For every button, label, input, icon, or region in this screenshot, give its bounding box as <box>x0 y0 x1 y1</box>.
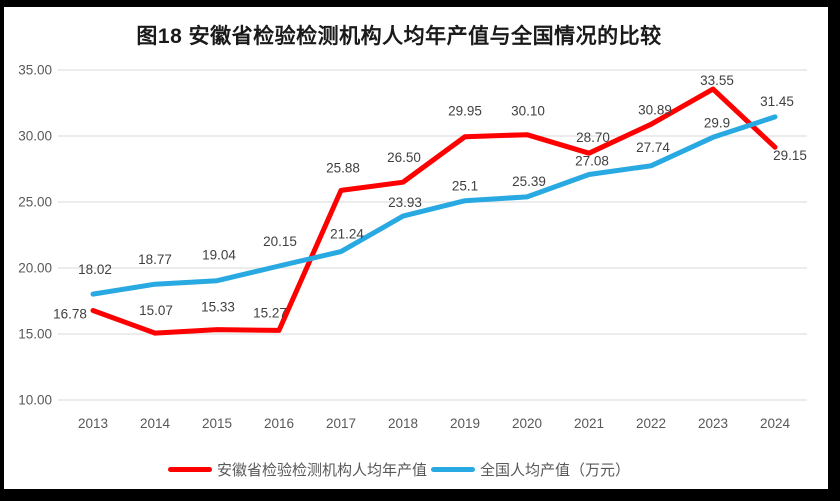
data-label: 15.07 <box>139 303 173 318</box>
data-label: 23.93 <box>388 195 422 210</box>
data-label: 31.45 <box>760 94 794 109</box>
data-label: 27.74 <box>636 140 670 155</box>
y-axis-tick-label: 15.00 <box>18 327 52 342</box>
data-label: 25.1 <box>452 179 478 194</box>
legend-item-national: 全国人均产值（万元） <box>431 459 630 480</box>
legend-label-national: 全国人均产值（万元） <box>480 462 631 479</box>
x-axis-tick-label: 2015 <box>202 416 232 431</box>
x-axis-tick-label: 2023 <box>698 416 728 431</box>
x-axis-tick-label: 2016 <box>264 416 294 431</box>
legend-label-anhui: 安徽省检验检测机构人均年产值 <box>216 462 427 479</box>
data-label: 29.15 <box>773 148 807 163</box>
chart-title: 图18 安徽省检验检测机构人均年产值与全国情况的比较 <box>136 25 662 48</box>
y-axis-tick-label: 10.00 <box>18 393 52 408</box>
y-axis-tick-label: 30.00 <box>18 129 52 144</box>
data-label: 33.55 <box>700 73 734 88</box>
data-label: 29.95 <box>448 104 482 119</box>
y-axis-tick-label: 20.00 <box>18 261 52 276</box>
data-label: 16.78 <box>53 307 87 322</box>
legend-item-anhui: 安徽省检验检测机构人均年产值 <box>167 459 427 480</box>
x-axis-tick-label: 2021 <box>574 416 604 431</box>
data-label: 27.08 <box>575 154 609 169</box>
data-label: 19.04 <box>202 248 236 263</box>
series-line-anhui <box>90 86 778 336</box>
data-label: 30.89 <box>638 102 672 117</box>
data-label: 25.39 <box>512 174 546 189</box>
data-label: 26.50 <box>387 150 421 165</box>
x-axis-tick-label: 2020 <box>512 416 542 431</box>
legend-line-swatch-anhui <box>167 467 212 472</box>
data-label: 30.10 <box>511 104 545 119</box>
x-axis-tick-label: 2013 <box>78 416 108 431</box>
data-label: 20.15 <box>263 234 297 249</box>
line-chart-plot: 10.00 15.00 20.00 25.00 30.00 35.00 2013 2014 20… <box>18 63 807 431</box>
y-axis-tick-label: 25.00 <box>18 195 52 210</box>
legend-line-swatch-national <box>431 467 475 472</box>
x-axis-tick-label: 2018 <box>388 416 418 431</box>
data-label: 15.27 <box>253 305 287 320</box>
series-line-national <box>90 114 778 297</box>
data-label: 18.77 <box>138 252 172 267</box>
chart-legend: 安徽省检验检测机构人均年产值 全国人均产值（万元） <box>4 459 794 480</box>
data-label: 25.88 <box>326 160 360 175</box>
data-label: 28.70 <box>576 130 610 145</box>
data-label: 29.9 <box>704 115 730 130</box>
x-axis-tick-label: 2022 <box>636 416 666 431</box>
chart-page: 10.00 15.00 20.00 25.00 30.00 35.00 2013 2014 20… <box>4 7 828 489</box>
data-label: 15.33 <box>201 300 235 315</box>
y-axis-tick-label: 35.00 <box>18 63 52 78</box>
x-axis-tick-label: 2024 <box>760 416 791 431</box>
x-axis-tick-label: 2019 <box>450 416 480 431</box>
data-label: 21.24 <box>330 227 364 242</box>
x-axis-tick-label: 2014 <box>140 416 171 431</box>
x-axis-tick-label: 2017 <box>326 416 356 431</box>
data-label: 18.02 <box>78 262 112 277</box>
